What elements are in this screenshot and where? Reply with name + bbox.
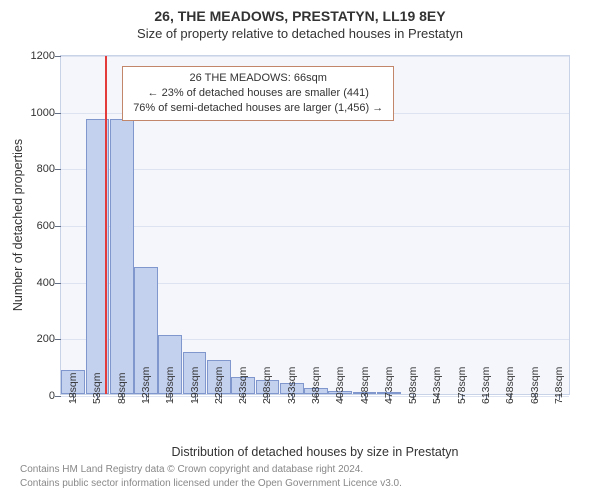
x-tick-label: 53sqm bbox=[91, 372, 103, 404]
page-subtitle: Size of property relative to detached ho… bbox=[0, 24, 600, 41]
y-tick-label: 1000 bbox=[31, 107, 61, 119]
gridline bbox=[61, 56, 569, 57]
x-tick-label: 123sqm bbox=[140, 367, 152, 404]
x-tick-label: 578sqm bbox=[456, 367, 468, 404]
x-axis-label: Distribution of detached houses by size … bbox=[172, 445, 459, 459]
page-title: 26, THE MEADOWS, PRESTATYN, LL19 8EY bbox=[0, 0, 600, 24]
x-tick-label: 158sqm bbox=[164, 367, 176, 404]
annotation-box: 26 THE MEADOWS: 66sqm← 23% of detached h… bbox=[122, 66, 394, 121]
gridline bbox=[61, 169, 569, 170]
y-tick-label: 800 bbox=[37, 163, 61, 175]
histogram-bar bbox=[110, 119, 134, 394]
footer-line2: Contains public sector information licen… bbox=[20, 477, 402, 491]
x-tick-label: 543sqm bbox=[431, 367, 443, 404]
x-tick-label: 613sqm bbox=[480, 367, 492, 404]
y-axis-label: Number of detached properties bbox=[11, 139, 25, 311]
x-tick-label: 648sqm bbox=[504, 367, 516, 404]
annotation-line: 76% of semi-detached houses are larger (… bbox=[133, 101, 383, 116]
x-tick-label: 228sqm bbox=[213, 367, 225, 404]
plot-area: 02004006008001000120018sqm53sqm88sqm123s… bbox=[60, 55, 570, 395]
x-tick-label: 473sqm bbox=[383, 367, 395, 404]
x-tick-label: 438sqm bbox=[359, 367, 371, 404]
x-tick-label: 88sqm bbox=[116, 372, 128, 404]
annotation-line: ← 23% of detached houses are smaller (44… bbox=[133, 86, 383, 101]
x-tick-label: 298sqm bbox=[261, 367, 273, 404]
y-tick-label: 400 bbox=[37, 277, 61, 289]
y-tick-label: 200 bbox=[37, 333, 61, 345]
x-tick-label: 193sqm bbox=[189, 367, 201, 404]
x-tick-label: 18sqm bbox=[67, 372, 79, 404]
marker-line bbox=[105, 56, 107, 394]
x-tick-label: 368sqm bbox=[310, 367, 322, 404]
x-tick-label: 718sqm bbox=[553, 367, 565, 404]
footer-line1: Contains HM Land Registry data © Crown c… bbox=[20, 463, 402, 477]
chart-container: 02004006008001000120018sqm53sqm88sqm123s… bbox=[60, 55, 570, 395]
gridline bbox=[61, 226, 569, 227]
y-tick-label: 1200 bbox=[31, 50, 61, 62]
x-tick-label: 683sqm bbox=[529, 367, 541, 404]
footer: Contains HM Land Registry data © Crown c… bbox=[20, 463, 402, 490]
x-tick-label: 403sqm bbox=[334, 367, 346, 404]
y-tick-label: 0 bbox=[49, 390, 61, 402]
y-tick-label: 600 bbox=[37, 220, 61, 232]
annotation-line: 26 THE MEADOWS: 66sqm bbox=[133, 71, 383, 86]
x-tick-label: 508sqm bbox=[407, 367, 419, 404]
x-tick-label: 333sqm bbox=[286, 367, 298, 404]
x-tick-label: 263sqm bbox=[237, 367, 249, 404]
